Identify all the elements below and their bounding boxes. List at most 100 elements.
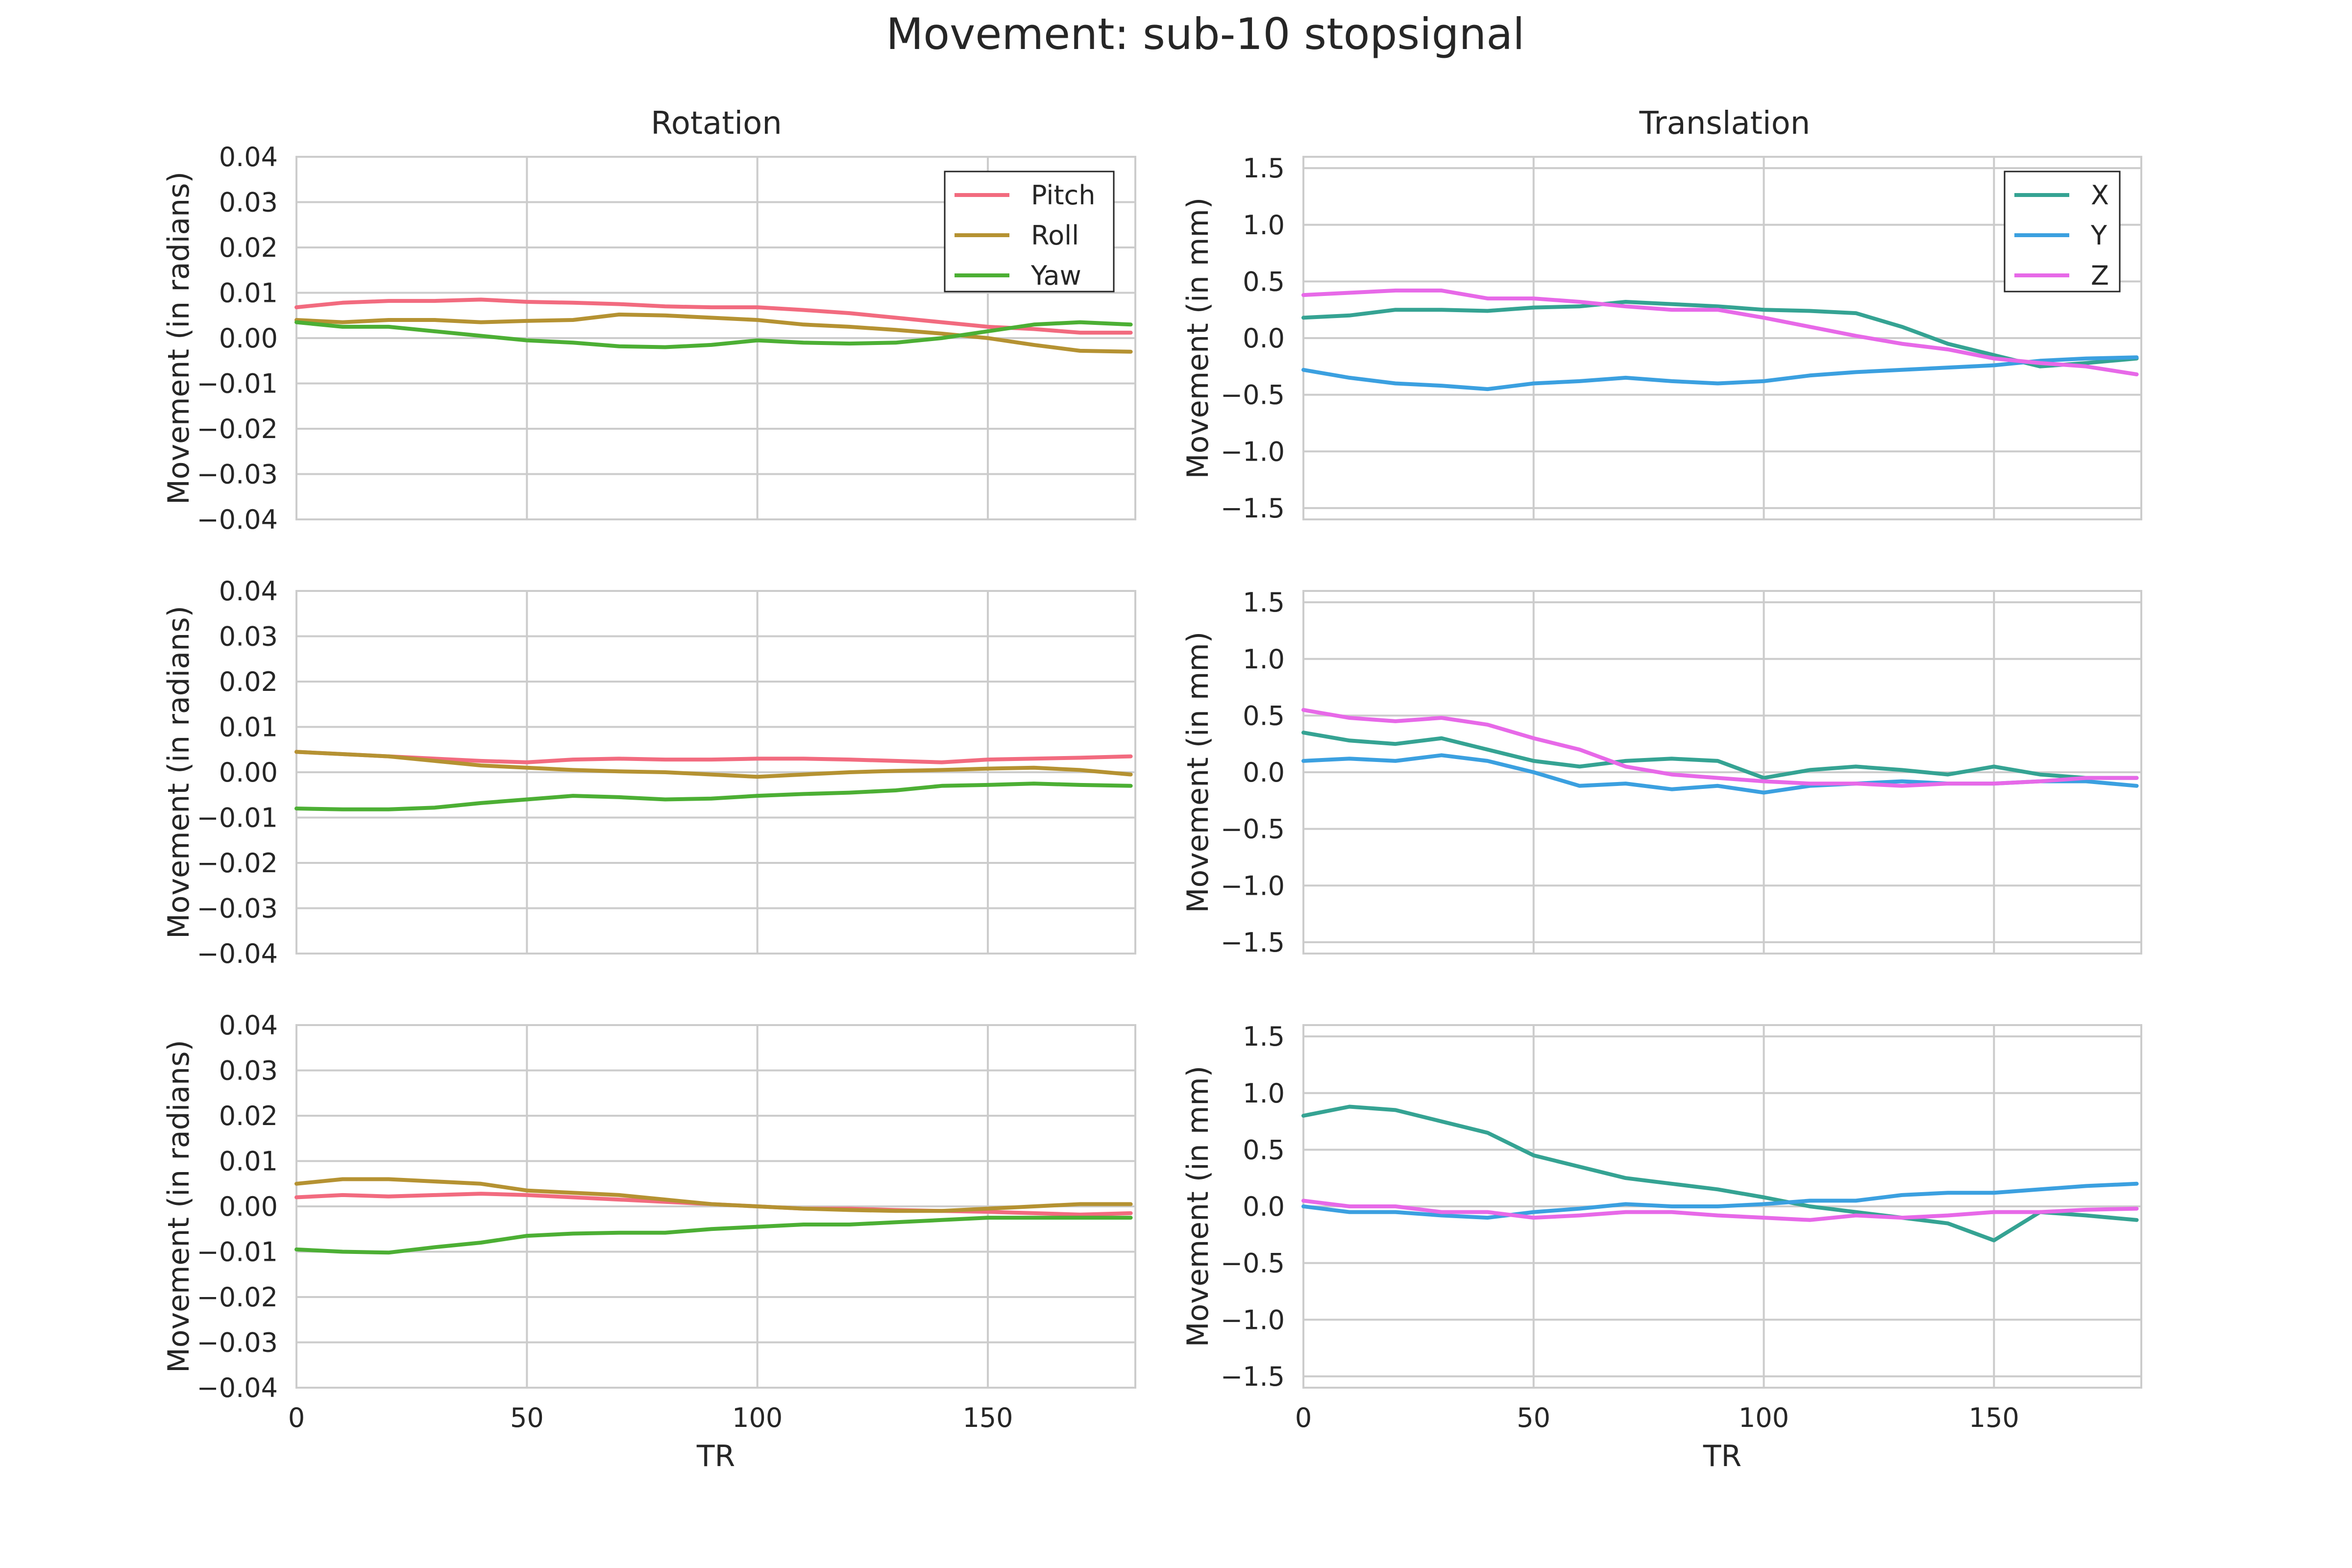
legend-label-pitch: Pitch <box>1031 180 1095 211</box>
series-line-y <box>1301 1181 2139 1220</box>
y-tick-label: 0.01 <box>219 278 278 309</box>
y-tick-label: −0.5 <box>1221 814 1285 845</box>
y-tick-label: −0.02 <box>197 414 278 444</box>
y-tick-label: 0.02 <box>219 666 278 697</box>
y-tick-label: −1.0 <box>1221 1304 1285 1335</box>
y-tick-label: −1.0 <box>1221 436 1285 467</box>
series-line-pitch <box>294 297 1133 335</box>
x-axis-label: TR <box>696 1439 735 1473</box>
y-tick-label: 0.0 <box>1243 323 1285 354</box>
series-line-x <box>1301 300 2139 368</box>
translation-column-title: Translation <box>1639 105 1811 142</box>
subplot-r1-c1: −1.5 −1.0 −0.5 0.0 0.5 1.0 1.5 Movement (in mm) <box>1181 587 2142 958</box>
y-tick-label: 0.03 <box>219 621 278 652</box>
y-tick-label: −1.5 <box>1221 493 1285 524</box>
y-tick-label: −0.03 <box>197 1327 278 1358</box>
y-tick-label: −0.5 <box>1221 380 1285 411</box>
y-tick-label: 1.0 <box>1243 644 1285 675</box>
series-line-z <box>1301 708 2139 788</box>
legend-label-roll: Roll <box>1031 220 1079 251</box>
series-line-y <box>1301 355 2139 392</box>
x-tick-label: 0 <box>288 1402 305 1433</box>
y-tick-label: 0.03 <box>219 187 278 218</box>
y-axis-label: Movement (in mm) <box>1181 1066 1215 1347</box>
rotation-column-title: Rotation <box>651 105 782 142</box>
y-tick-label: 0.01 <box>219 712 278 743</box>
y-tick-label: 1.5 <box>1243 153 1285 184</box>
legend-label-yaw: Yaw <box>1030 260 1081 291</box>
x-tick-label: 150 <box>1969 1402 2019 1433</box>
legend: XYZ <box>2004 171 2121 293</box>
legend-label-x: X <box>2091 180 2109 211</box>
y-tick-label: 0.0 <box>1243 757 1285 788</box>
series-line-x <box>1301 1104 2139 1243</box>
y-tick-label: 0.01 <box>219 1146 278 1177</box>
y-tick-label: −1.0 <box>1221 870 1285 901</box>
y-tick-label: −0.03 <box>197 893 278 924</box>
legend-label-y: Y <box>2090 220 2107 251</box>
subplot-grid: −0.04−0.03−0.02−0.010.000.010.020.030.04… <box>162 142 2142 1473</box>
y-tick-label: 0.00 <box>219 757 278 788</box>
series-line-yaw <box>294 320 1133 349</box>
x-tick-label: 50 <box>1517 1402 1550 1433</box>
y-tick-label: −1.5 <box>1221 1361 1285 1392</box>
y-tick-label: 0.04 <box>219 1010 278 1041</box>
y-tick-label: −0.04 <box>197 938 278 969</box>
y-tick-label: 1.0 <box>1243 1078 1285 1109</box>
subplot-r0-c0: −0.04 −0.03 −0.02 −0.01 0.00 0.01 0.02 0.03 0.04… <box>162 142 1136 535</box>
y-axis-label: Movement (in radians) <box>162 1040 196 1373</box>
y-tick-label: −0.04 <box>197 504 278 535</box>
y-tick-label: −0.01 <box>197 803 278 833</box>
y-axis-label: Movement (in mm) <box>1181 197 1215 479</box>
y-tick-label: 0.00 <box>219 1191 278 1222</box>
y-tick-label: 0.0 <box>1243 1191 1285 1222</box>
y-axis-label: Movement (in radians) <box>162 172 196 505</box>
y-tick-label: −0.01 <box>197 1237 278 1268</box>
y-tick-label: −0.02 <box>197 848 278 879</box>
y-tick-label: −0.01 <box>197 368 278 399</box>
y-tick-label: −0.02 <box>197 1282 278 1313</box>
x-axis-label: TR <box>1703 1439 1741 1473</box>
series-line-z <box>1301 1199 2139 1222</box>
x-tick-label: 150 <box>962 1402 1013 1433</box>
series-line-yaw <box>294 1216 1133 1255</box>
y-tick-label: −0.04 <box>197 1372 278 1403</box>
subplot-r1-c0: −0.04 −0.03 −0.02 −0.01 0.00 0.01 0.02 0.03 0.04… <box>162 576 1136 969</box>
subplot-r2-c0: −0.04 −0.03 −0.02 −0.01 0.00 0.01 0.02 0.03 0.04… <box>162 1010 1136 1473</box>
y-tick-label: 0.5 <box>1243 266 1285 297</box>
legend-label-z: Z <box>2091 260 2109 291</box>
y-tick-label: 0.03 <box>219 1055 278 1086</box>
y-tick-label: 0.5 <box>1243 1134 1285 1165</box>
series-line-yaw <box>294 782 1133 811</box>
series-line-roll <box>294 312 1133 354</box>
y-tick-label: 1.5 <box>1243 1021 1285 1052</box>
series-line-pitch <box>294 750 1133 764</box>
legend: Pitch Roll Yaw <box>944 171 1115 293</box>
y-tick-label: 0.5 <box>1243 700 1285 731</box>
y-tick-label: 0.04 <box>219 576 278 607</box>
series-line-roll <box>294 1177 1133 1213</box>
series-line-z <box>1301 288 2139 376</box>
y-axis-label: Movement (in radians) <box>162 606 196 939</box>
legend-box <box>2004 171 2121 293</box>
y-tick-label: 0.02 <box>219 232 278 263</box>
y-axis-label: Movement (in mm) <box>1181 632 1215 913</box>
y-tick-label: 1.5 <box>1243 587 1285 618</box>
y-tick-label: 1.0 <box>1243 210 1285 241</box>
y-tick-label: −0.03 <box>197 459 278 490</box>
legend-box <box>944 171 1115 293</box>
series-line-roll <box>294 750 1133 779</box>
y-tick-label: −0.5 <box>1221 1248 1285 1279</box>
y-tick-label: −1.5 <box>1221 927 1285 958</box>
x-tick-label: 100 <box>732 1402 783 1433</box>
y-tick-label: 0.00 <box>219 323 278 354</box>
y-tick-label: 0.04 <box>219 142 278 172</box>
subplot-r0-c1: −1.5 −1.0 −0.5 0.0 0.5 1.0 1.5 Movement (in mm)… <box>1181 153 2142 524</box>
subplot-r2-c1: −1.5 −1.0 −0.5 0.0 0.5 1.0 1.5 0 50 100 150 Movemen… <box>1181 1021 2142 1473</box>
x-tick-label: 50 <box>510 1402 544 1433</box>
figure-title: Movement: sub-10 stopsignal <box>886 9 1524 59</box>
series-line-x <box>1301 731 2139 780</box>
x-tick-label: 0 <box>1295 1402 1312 1433</box>
x-tick-label: 100 <box>1739 1402 1789 1433</box>
